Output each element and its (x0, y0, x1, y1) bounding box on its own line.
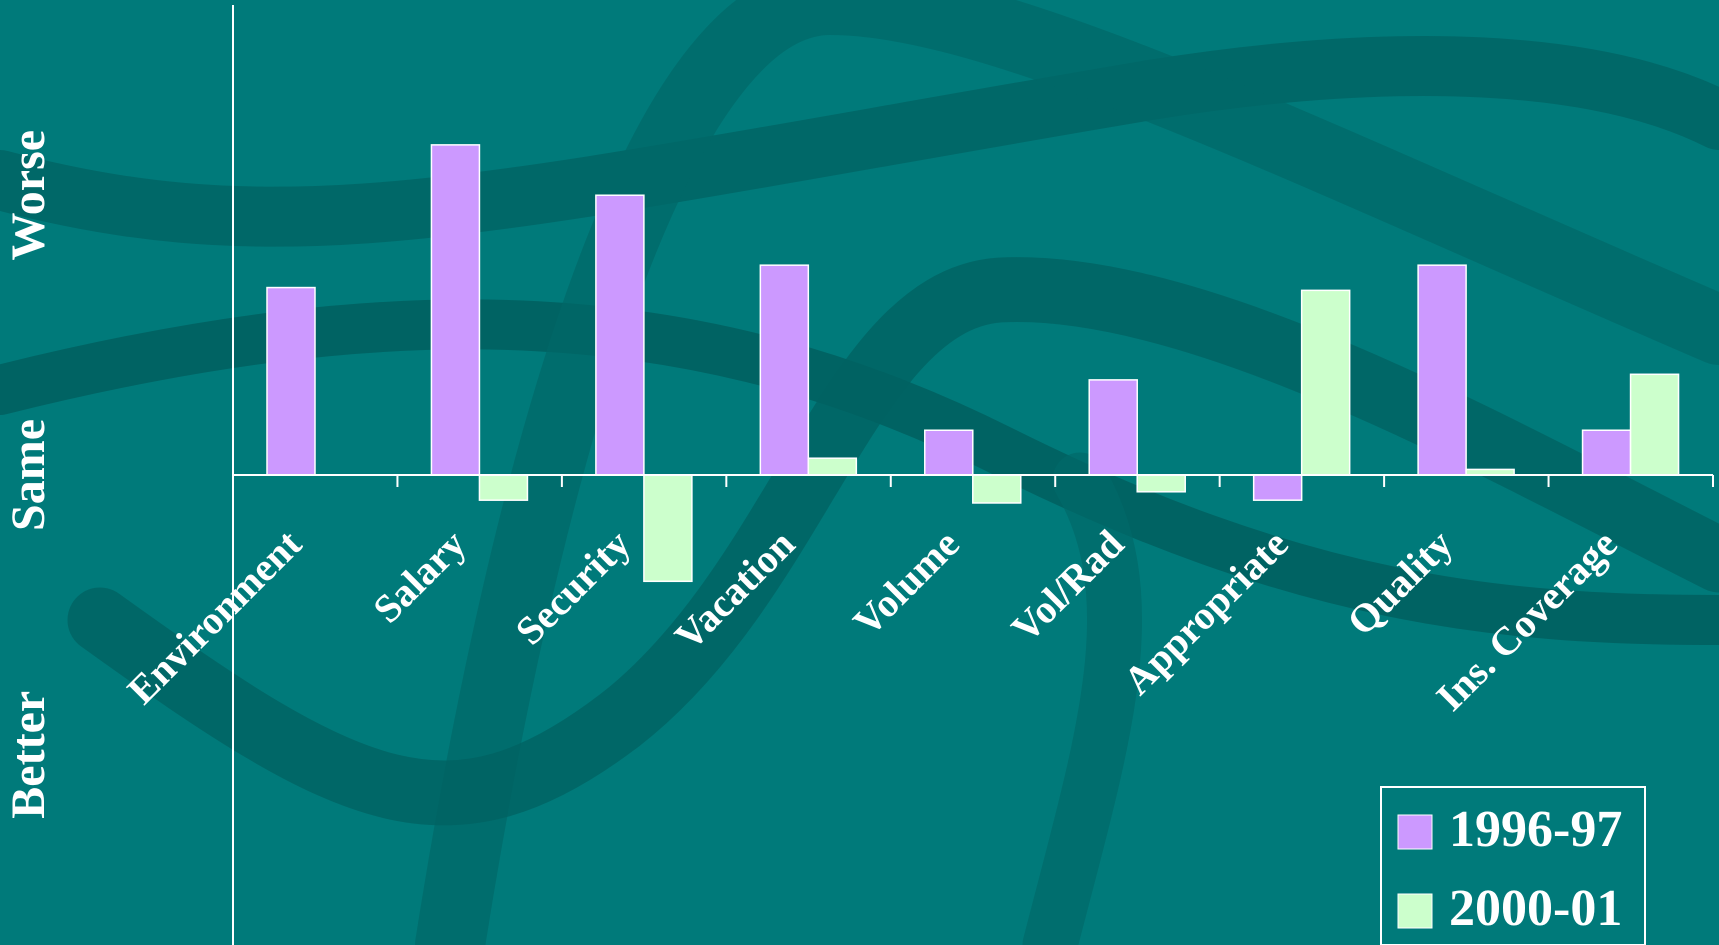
legend-label: 1996-97 (1449, 801, 1622, 858)
bar (807, 457, 858, 476)
legend-box (1380, 786, 1646, 945)
y-tick-label: Worse (2, 130, 55, 261)
bar (1252, 474, 1303, 501)
bar (478, 474, 529, 501)
bar (1417, 264, 1467, 476)
bar (759, 264, 810, 476)
bar (595, 194, 645, 476)
bar (1088, 379, 1138, 476)
bar (972, 474, 1022, 504)
bar (1300, 289, 1351, 476)
legend-swatch (1397, 814, 1433, 850)
bar (1581, 429, 1632, 476)
legend-swatch (1397, 893, 1433, 929)
bar (643, 474, 693, 583)
bar (1136, 474, 1186, 493)
bar (924, 429, 974, 476)
y-tick-label: Better (2, 691, 55, 819)
y-tick-label: Same (2, 419, 55, 531)
bar (266, 286, 316, 476)
bar (1629, 373, 1680, 476)
bar (430, 144, 481, 476)
legend: 1996-97 2000-01 (1380, 786, 1646, 945)
legend-label: 2000-01 (1449, 880, 1622, 937)
